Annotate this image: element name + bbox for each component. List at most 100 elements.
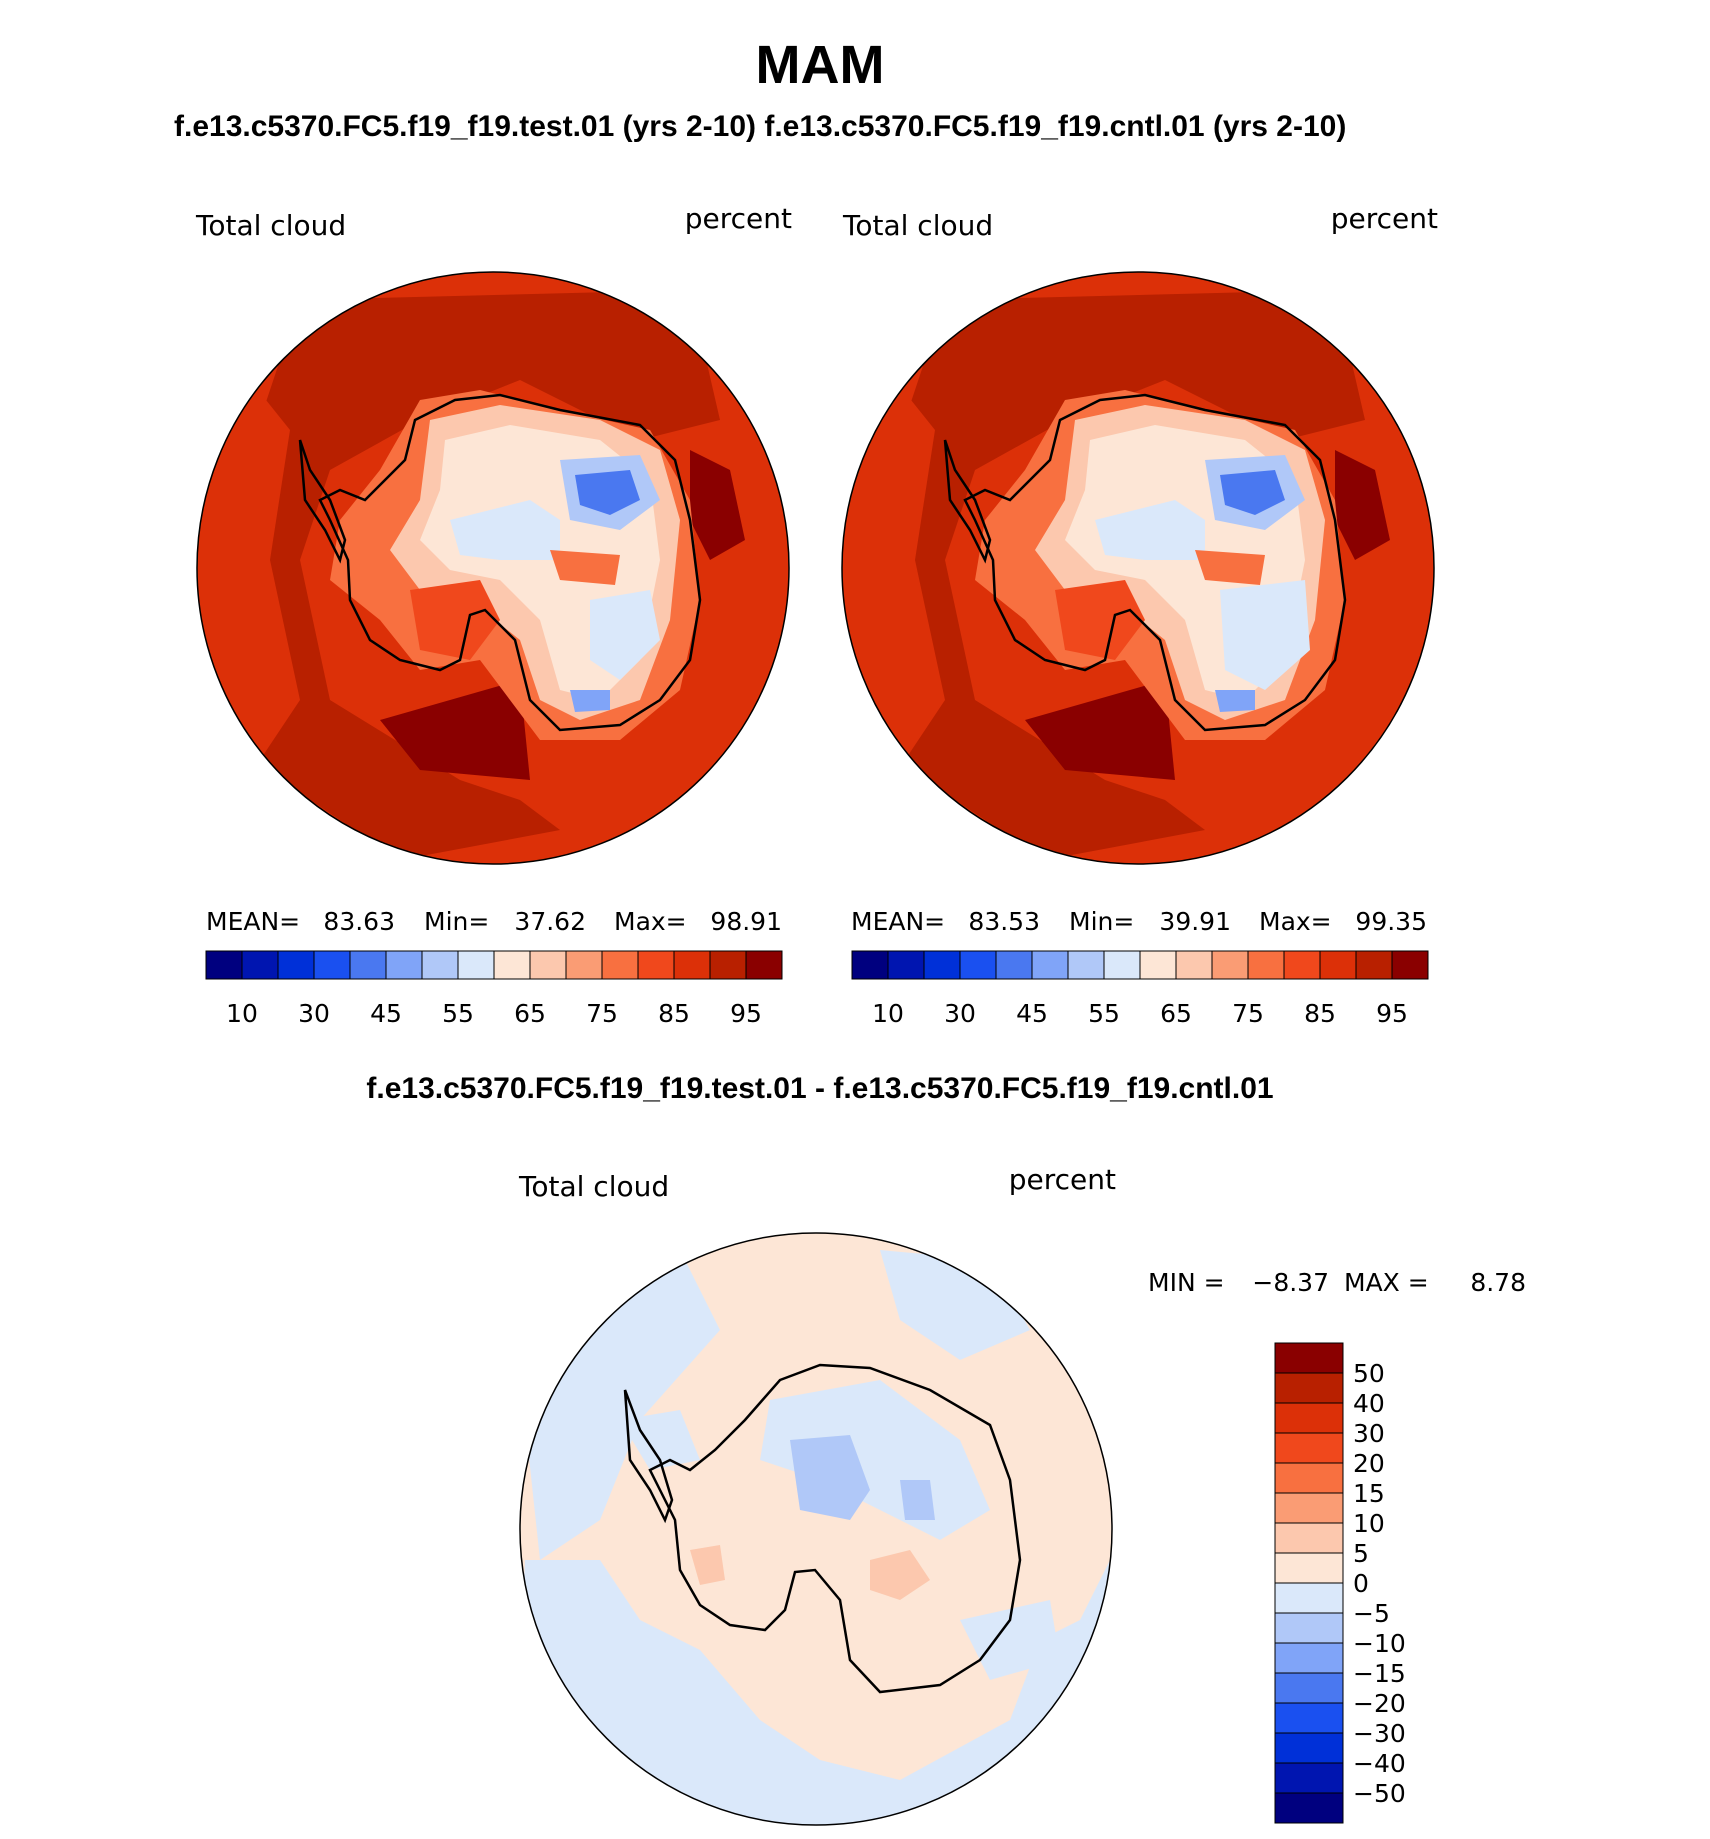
cntl-colorbar-box bbox=[1175, 950, 1213, 980]
cntl-units-label: percent bbox=[1331, 202, 1438, 235]
cntl-colorbar-box bbox=[887, 950, 925, 980]
test-colorbar-tick-label: 75 bbox=[586, 999, 618, 1028]
cntl-colorbar-box bbox=[1391, 950, 1429, 980]
difference-colorbar-box bbox=[1274, 1552, 1344, 1584]
test-colorbar-tick-label: 85 bbox=[658, 999, 690, 1028]
difference-variable-label: Total cloud bbox=[518, 1170, 669, 1203]
test-colorbar-box bbox=[709, 950, 747, 980]
test-colorbar-box bbox=[313, 950, 351, 980]
test-variable-label: Total cloud bbox=[195, 209, 346, 242]
difference-colorbar-tick-label: −50 bbox=[1353, 1779, 1406, 1808]
cntl-colorbar-box bbox=[1067, 950, 1105, 980]
cntl-mean-label: MEAN= bbox=[851, 907, 945, 936]
difference-colorbar-box bbox=[1274, 1432, 1344, 1464]
cntl-map-panel: Total cloud percent MEAN= 83.53 Min= bbox=[841, 202, 1438, 1028]
difference-colorbar-tick-label: 50 bbox=[1353, 1359, 1385, 1388]
cntl-max-value: 99.35 bbox=[1355, 907, 1427, 936]
difference-colorbar-tick-label: −15 bbox=[1353, 1659, 1406, 1688]
difference-colorbar-box bbox=[1274, 1372, 1344, 1404]
difference-colorbar-tick-label: −40 bbox=[1353, 1749, 1406, 1778]
cntl-map-field bbox=[842, 272, 1434, 864]
cntl-variable-label: Total cloud bbox=[842, 209, 993, 242]
test-map-field bbox=[197, 272, 789, 864]
difference-stats: MIN = −8.37 MAX = 8.78 bbox=[1148, 1268, 1526, 1297]
test-map-panel: Total cloud percent MEAN= 83.63 Min= bbox=[195, 202, 792, 1028]
test-colorbar-box bbox=[277, 950, 315, 980]
test-colorbar-tick-label: 65 bbox=[514, 999, 546, 1028]
test-min-label: Min= bbox=[424, 907, 489, 936]
test-mean-label: MEAN= bbox=[206, 907, 300, 936]
cntl-colorbar-tick-label: 65 bbox=[1160, 999, 1192, 1028]
difference-colorbar-box bbox=[1274, 1492, 1344, 1524]
test-colorbar-box bbox=[565, 950, 603, 980]
cntl-mean-value: 83.53 bbox=[968, 907, 1040, 936]
difference-colorbar-box bbox=[1274, 1642, 1344, 1674]
difference-colorbar-tick-label: 15 bbox=[1353, 1479, 1385, 1508]
cntl-colorbar: 10 30 45 55 65 75 85 95 bbox=[851, 950, 1429, 1028]
cntl-colorbar-box bbox=[995, 950, 1033, 980]
difference-colorbar-tick-label: 20 bbox=[1353, 1449, 1385, 1478]
cntl-colorbar-box bbox=[1319, 950, 1357, 980]
cntl-colorbar-tick-label: 75 bbox=[1232, 999, 1264, 1028]
difference-colorbar-box bbox=[1274, 1762, 1344, 1794]
test-colorbar-box bbox=[349, 950, 387, 980]
difference-colorbar-tick-label: −10 bbox=[1353, 1629, 1406, 1658]
cntl-colorbar-tick-label: 45 bbox=[1016, 999, 1048, 1028]
difference-colorbar-box bbox=[1274, 1612, 1344, 1644]
test-colorbar-box bbox=[601, 950, 639, 980]
cntl-colorbar-tick-label: 55 bbox=[1088, 999, 1120, 1028]
cntl-map-border bbox=[841, 271, 1435, 865]
test-map-border bbox=[196, 271, 790, 865]
cntl-stats: MEAN= 83.53 Min= 39.91 Max= 99.35 bbox=[851, 907, 1427, 936]
cntl-colorbar-box bbox=[1247, 950, 1285, 980]
test-colorbar-box bbox=[385, 950, 423, 980]
difference-colorbar-tick-label: −5 bbox=[1353, 1599, 1390, 1628]
test-colorbar-box bbox=[493, 950, 531, 980]
test-max-label: Max= bbox=[614, 907, 687, 936]
difference-header: f.e13.c5370.FC5.f19_f19.test.01 - f.e13.… bbox=[366, 1072, 1274, 1105]
difference-colorbar-tick-label: 10 bbox=[1353, 1509, 1385, 1538]
difference-colorbar-tick-label: −20 bbox=[1353, 1689, 1406, 1718]
cntl-colorbar-box bbox=[1139, 950, 1177, 980]
cntl-colorbar-box bbox=[1283, 950, 1321, 980]
difference-colorbar-box bbox=[1274, 1582, 1344, 1614]
difference-colorbar-box bbox=[1274, 1522, 1344, 1554]
cntl-colorbar-box bbox=[959, 950, 997, 980]
cntl-colorbar-box bbox=[1103, 950, 1141, 980]
cntl-min-value: 39.91 bbox=[1159, 907, 1231, 936]
cntl-colorbar-box bbox=[1211, 950, 1249, 980]
cntl-colorbar-box bbox=[1355, 950, 1393, 980]
main-title: MAM bbox=[755, 35, 885, 95]
cntl-colorbar-tick-label: 10 bbox=[872, 999, 904, 1028]
test-colorbar-tick-label: 95 bbox=[730, 999, 762, 1028]
difference-colorbar-box bbox=[1274, 1402, 1344, 1434]
difference-colorbar-box bbox=[1274, 1732, 1344, 1764]
difference-colorbar-box bbox=[1274, 1462, 1344, 1494]
test-max-value: 98.91 bbox=[710, 907, 782, 936]
difference-map-field bbox=[520, 1233, 1112, 1825]
cntl-max-label: Max= bbox=[1259, 907, 1332, 936]
cntl-colorbar-box bbox=[1031, 950, 1069, 980]
difference-colorbar-box bbox=[1274, 1342, 1344, 1374]
cntl-colorbar-box bbox=[923, 950, 961, 980]
cntl-colorbar-box bbox=[851, 950, 889, 980]
test-peninsula-coastline bbox=[298, 439, 347, 564]
difference-min-value: −8.37 bbox=[1252, 1268, 1329, 1297]
test-colorbar-box bbox=[205, 950, 243, 980]
cntl-peninsula-coastline bbox=[943, 439, 992, 564]
test-colorbar-box bbox=[673, 950, 711, 980]
test-colorbar-tick-label: 10 bbox=[226, 999, 258, 1028]
difference-colorbar-box bbox=[1274, 1702, 1344, 1734]
difference-units-label: percent bbox=[1009, 1163, 1116, 1196]
test-colorbar-tick-label: 45 bbox=[370, 999, 402, 1028]
difference-colorbar-tick-label: 30 bbox=[1353, 1419, 1385, 1448]
test-colorbar-box bbox=[529, 950, 567, 980]
test-min-value: 37.62 bbox=[514, 907, 586, 936]
difference-colorbar-box bbox=[1274, 1672, 1344, 1704]
test-units-label: percent bbox=[685, 202, 792, 235]
difference-map-panel: Total cloud percent MIN = −8.37 MAX = 8.… bbox=[518, 1163, 1526, 1826]
test-mean-value: 83.63 bbox=[323, 907, 395, 936]
test-colorbar-box bbox=[637, 950, 675, 980]
cntl-colorbar-tick-label: 30 bbox=[944, 999, 976, 1028]
